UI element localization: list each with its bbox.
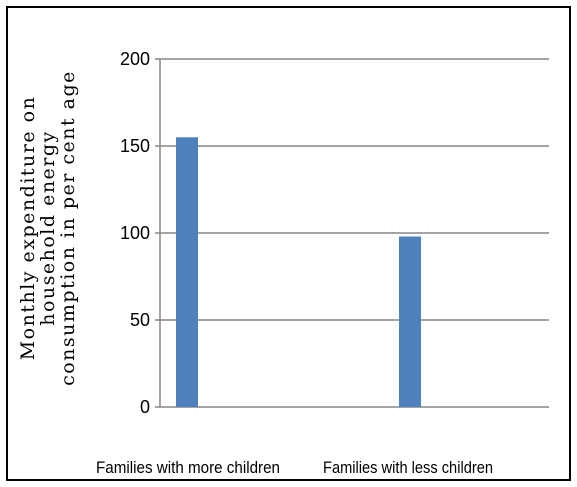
x-category-label-2: Families with less children [323, 458, 493, 477]
x-category-label-1: Families with more children [96, 458, 280, 477]
y-tick-label-200: 200 [120, 49, 150, 69]
bar-1 [176, 137, 198, 408]
bar-2 [399, 236, 421, 407]
chart-frame [6, 6, 571, 481]
y-tick-label-0: 0 [140, 397, 150, 417]
y-tick-label-150: 150 [120, 136, 150, 156]
y-tick-label-100: 100 [120, 223, 150, 243]
y-tick-label-50: 50 [130, 310, 150, 330]
